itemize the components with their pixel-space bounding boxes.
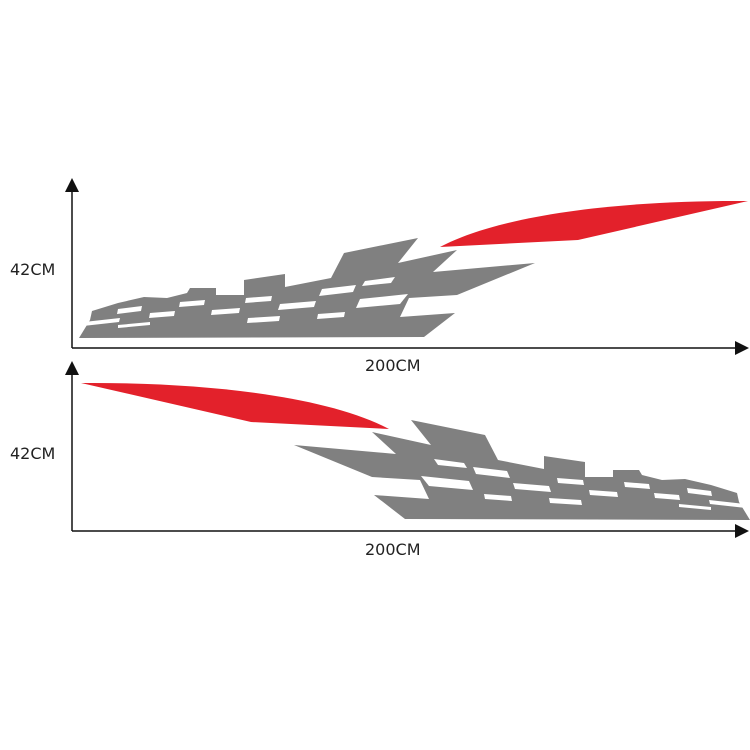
arrow-up-icon xyxy=(65,361,79,375)
bottom-width-label: 200CM xyxy=(365,540,421,559)
top-height-label: 42CM xyxy=(10,260,56,279)
bottom-diagram xyxy=(65,361,750,538)
arrow-right-icon xyxy=(735,524,749,538)
bottom-height-label: 42CM xyxy=(10,444,56,463)
top-width-label: 200CM xyxy=(365,356,421,375)
top-diagram xyxy=(65,178,749,355)
arrow-up-icon xyxy=(65,178,79,192)
arrow-right-icon xyxy=(735,341,749,355)
